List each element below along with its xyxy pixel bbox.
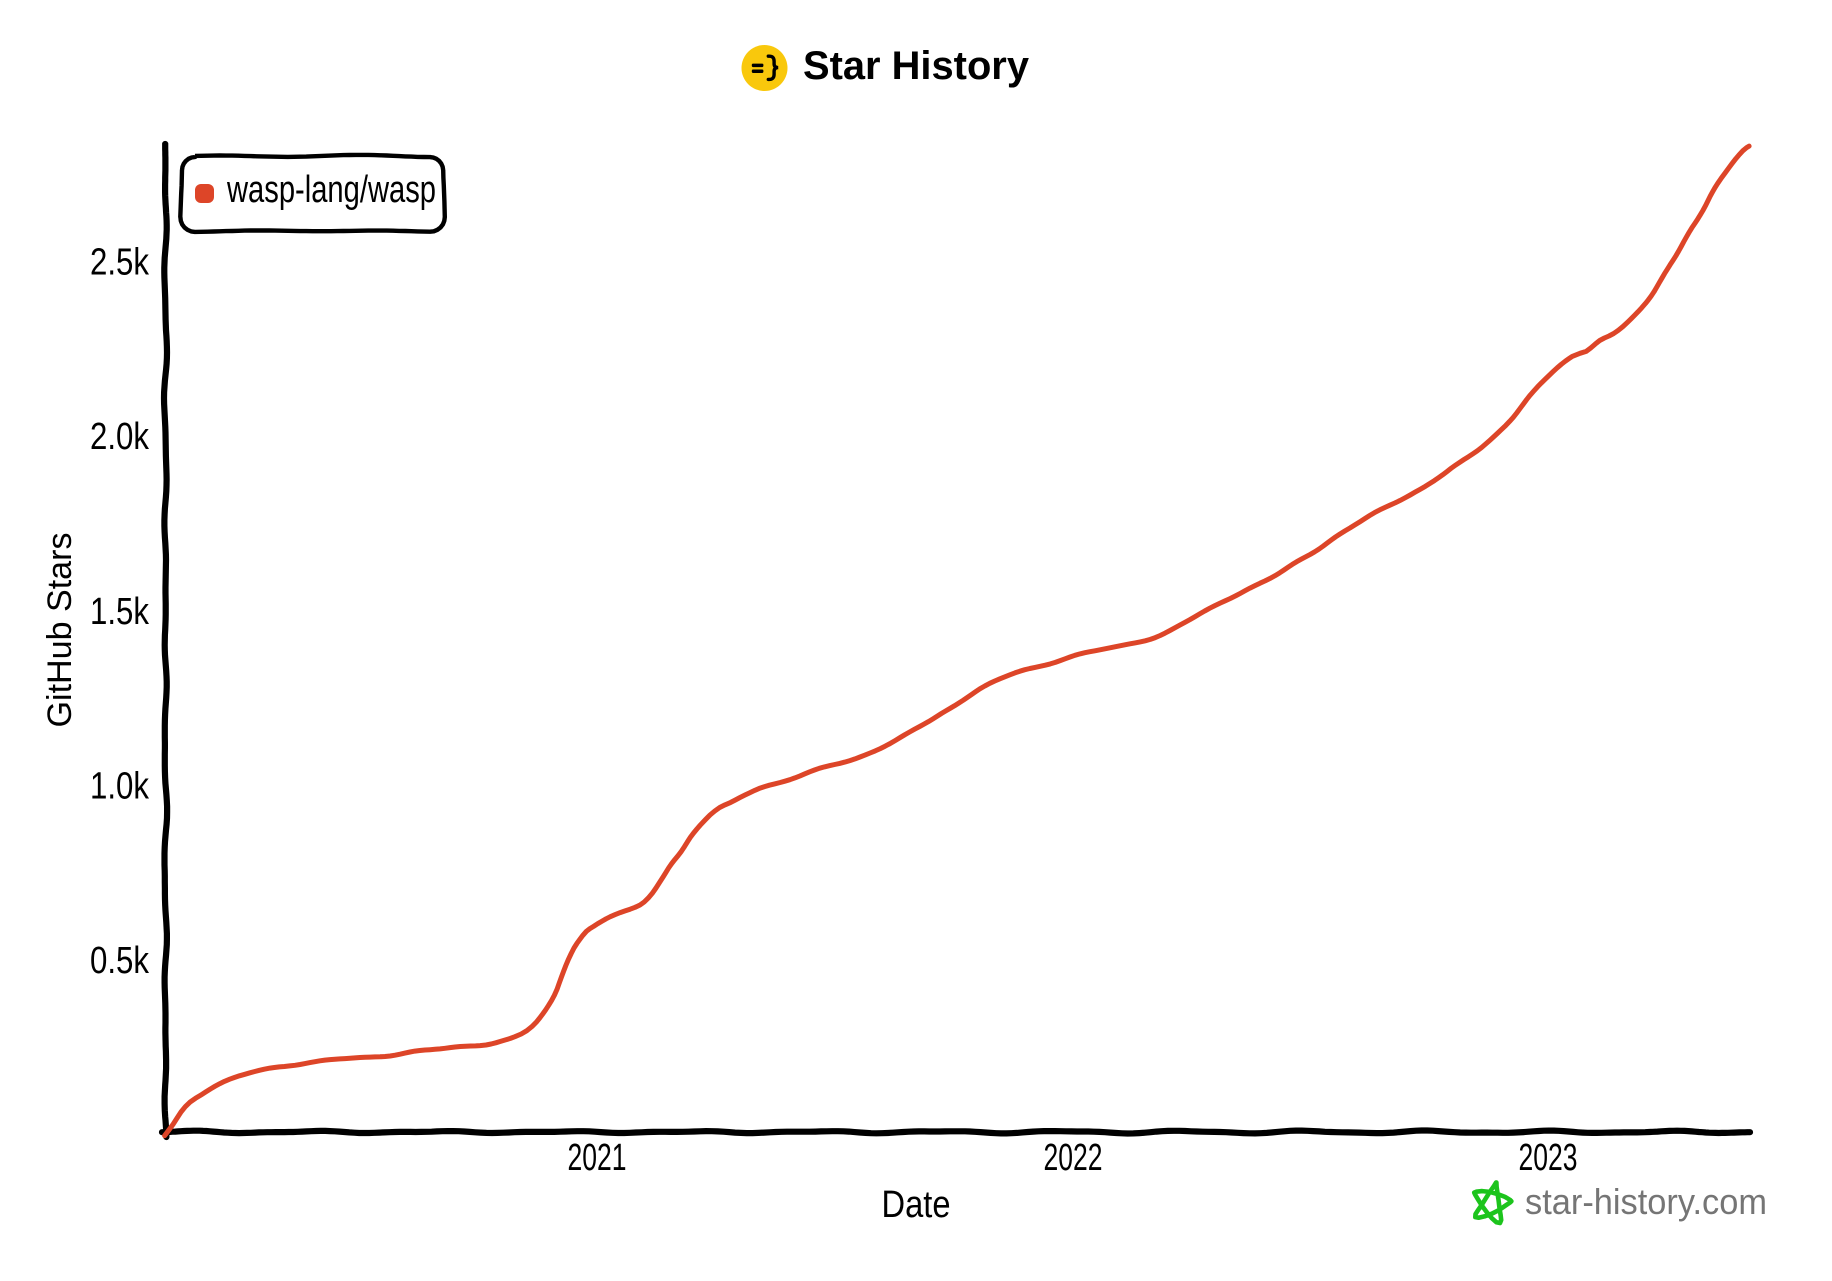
svg-text:1.0k: 1.0k: [90, 766, 150, 808]
svg-text:2.5k: 2.5k: [90, 242, 150, 284]
svg-text:GitHub Stars: GitHub Stars: [41, 533, 79, 728]
svg-text:1.5k: 1.5k: [90, 591, 150, 633]
svg-text:2022: 2022: [1044, 1137, 1103, 1179]
svg-text:star-history.com: star-history.com: [1525, 1181, 1767, 1222]
svg-text:2.0k: 2.0k: [90, 416, 150, 458]
svg-text:2023: 2023: [1519, 1137, 1578, 1179]
svg-text:2021: 2021: [568, 1137, 627, 1179]
svg-text:wasp-lang/wasp: wasp-lang/wasp: [226, 169, 436, 211]
svg-text:0.5k: 0.5k: [90, 940, 150, 982]
svg-text:Star History: Star History: [803, 44, 1030, 88]
svg-text:Date: Date: [882, 1184, 951, 1226]
